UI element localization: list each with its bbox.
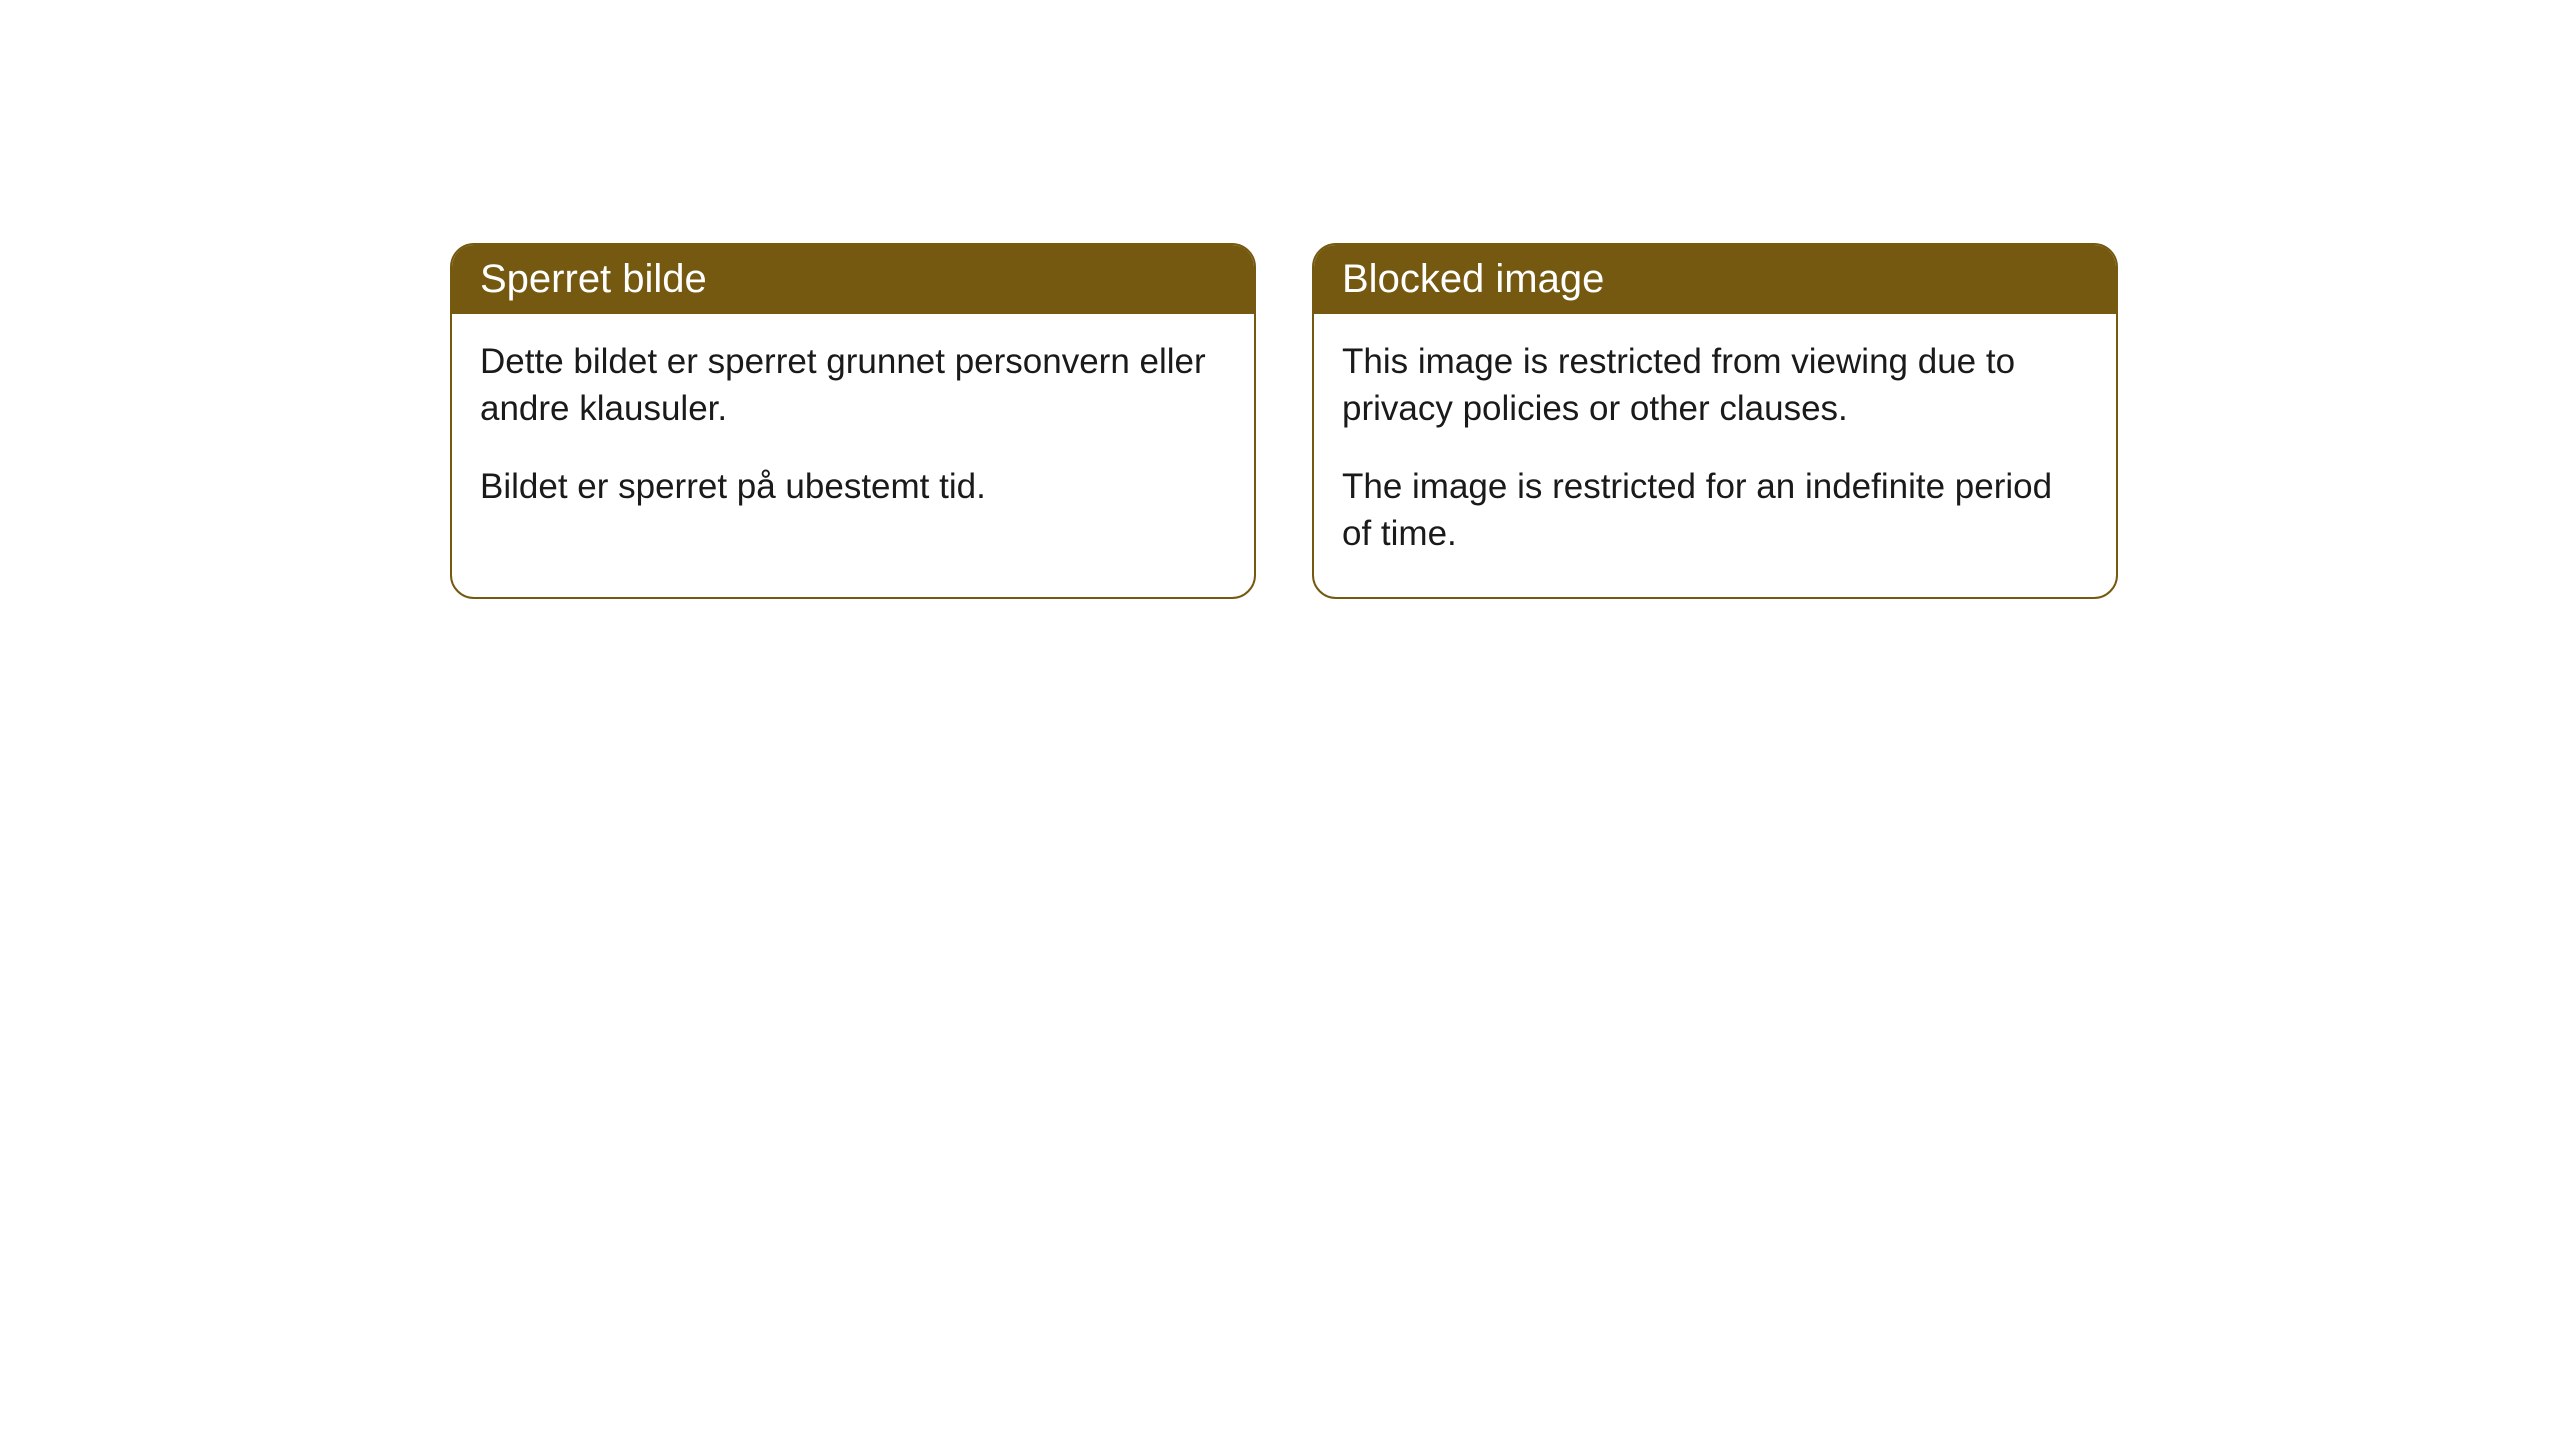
blocked-image-card-en: Blocked image This image is restricted f… [1312,243,2118,599]
card-body: Dette bildet er sperret grunnet personve… [452,314,1254,550]
notice-cards-container: Sperret bilde Dette bildet er sperret gr… [450,243,2118,599]
blocked-image-card-no: Sperret bilde Dette bildet er sperret gr… [450,243,1256,599]
card-header: Blocked image [1314,245,2116,314]
card-paragraph: The image is restricted for an indefinit… [1342,463,2088,558]
card-body: This image is restricted from viewing du… [1314,314,2116,597]
card-paragraph: Dette bildet er sperret grunnet personve… [480,338,1226,433]
card-header: Sperret bilde [452,245,1254,314]
card-paragraph: Bildet er sperret på ubestemt tid. [480,463,1226,510]
card-paragraph: This image is restricted from viewing du… [1342,338,2088,433]
